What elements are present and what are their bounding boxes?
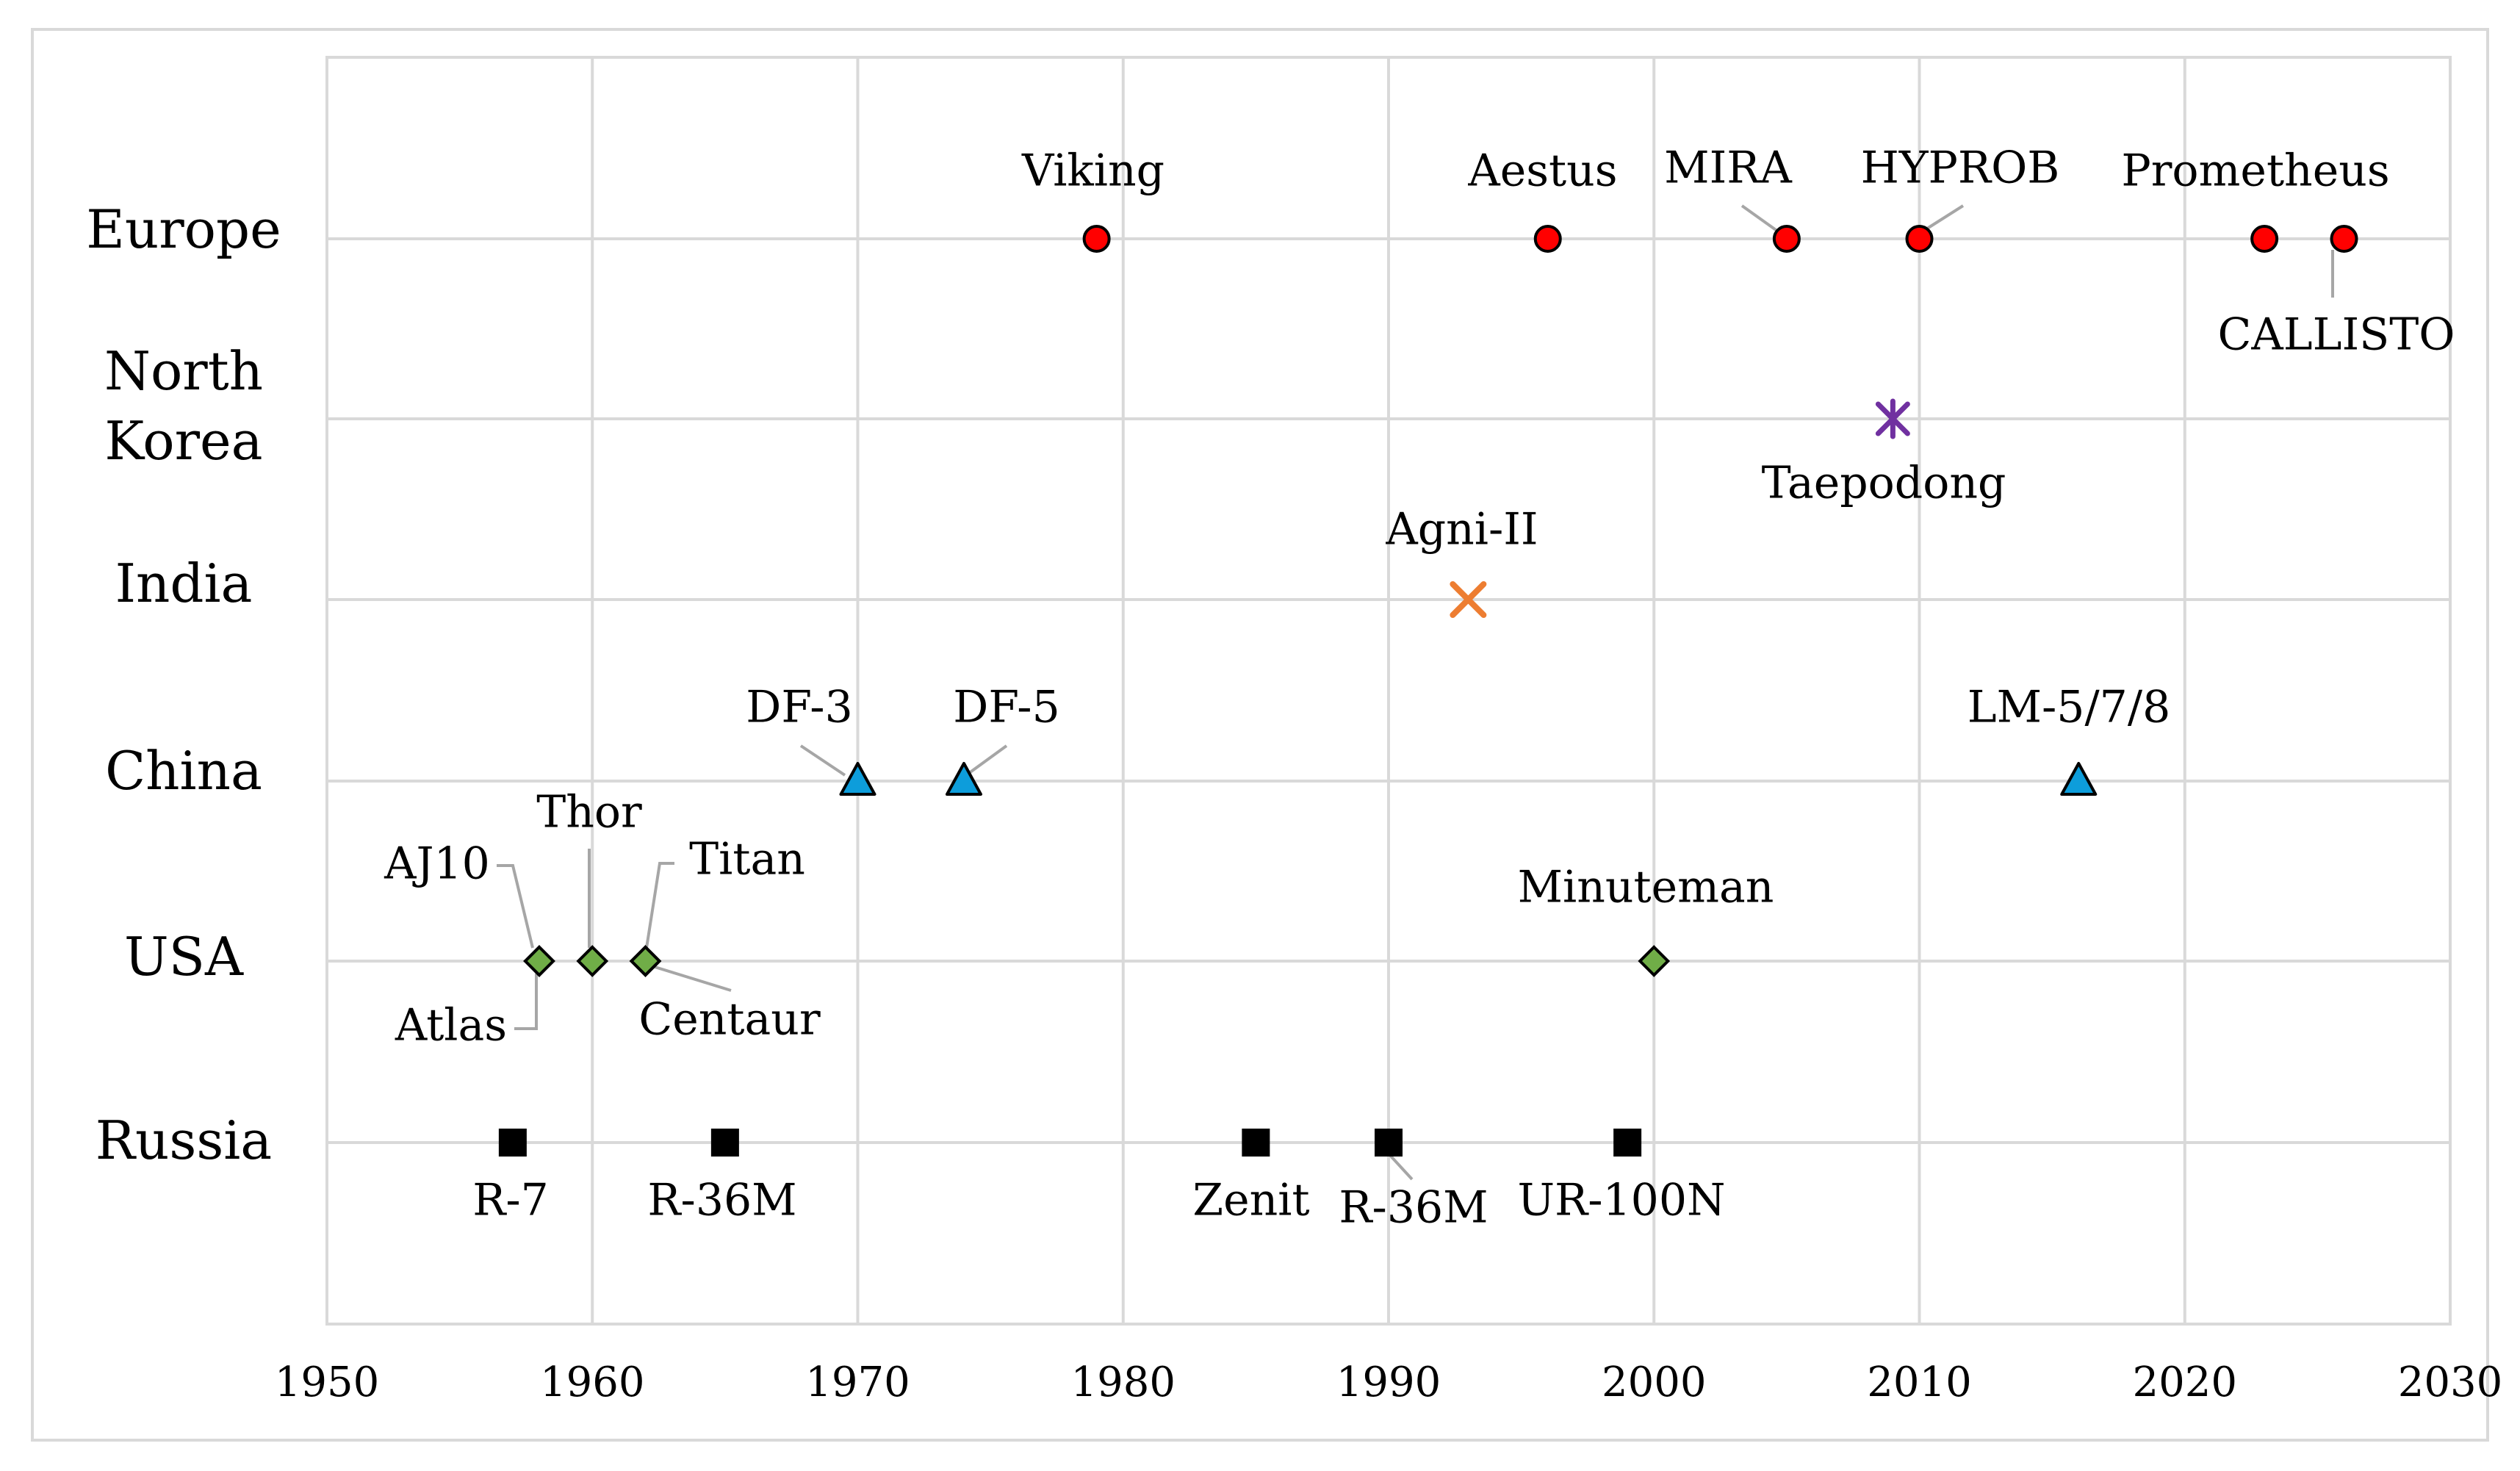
leader-usa-centaur-4 bbox=[652, 965, 732, 992]
marker-china-df-5-1 bbox=[946, 762, 982, 796]
data-labels: R-7 R-36M Zenit R-36M UR-100N AJ10 Atlas Thor Ti… bbox=[384, 143, 2455, 1234]
data-markers bbox=[498, 225, 2358, 1157]
label-russia-r-36m-1: R-36M bbox=[647, 1175, 796, 1226]
leader-china-df-3-0 bbox=[799, 744, 846, 777]
marker-russia-ur-100n-4 bbox=[1613, 1129, 1642, 1157]
leader-usa-titan-3 bbox=[645, 862, 674, 949]
label-europe-aestus-1: Aestus bbox=[1467, 145, 1617, 197]
x-tick-labels: 1950 1960 1970 1980 1990 2000 2010 2020 2030 bbox=[275, 1359, 2503, 1406]
x-tick-2010: 2010 bbox=[1867, 1359, 1972, 1406]
label-china-lm-5-7-8-2: LM-5/7/8 bbox=[1968, 682, 2171, 733]
label-china-df-5-1: DF-5 bbox=[953, 682, 1060, 733]
label-usa-aj10-0: AJ10 bbox=[384, 838, 490, 890]
category-label-north-korea: North Korea bbox=[104, 340, 263, 472]
marker-europe-mira-2 bbox=[1772, 225, 1801, 253]
plot-area-border bbox=[325, 56, 2452, 1326]
x-tick-1960: 1960 bbox=[540, 1359, 645, 1406]
label-europe-callisto-5: CALLISTO bbox=[2218, 309, 2455, 361]
leader-usa-atlas-1 bbox=[514, 974, 538, 1030]
marker-india-agni-ii-0 bbox=[1450, 581, 1487, 618]
x-tick-1980: 1980 bbox=[1070, 1359, 1176, 1406]
marker-usa-centaur-4 bbox=[629, 945, 662, 977]
grid-layer bbox=[325, 57, 2452, 1324]
label-usa-centaur-4: Centaur bbox=[638, 994, 821, 1046]
marker-europe-viking-0 bbox=[1082, 225, 1111, 253]
marker-china-df-3-0 bbox=[839, 762, 876, 796]
category-label-usa: USA bbox=[124, 926, 244, 988]
category-label-china: China bbox=[105, 740, 262, 802]
leader-russia-r-36m-3 bbox=[1386, 1151, 1414, 1181]
marker-russia-r-7-0 bbox=[498, 1129, 527, 1157]
outer-frame bbox=[31, 28, 2489, 1442]
marker-usa-thor-2 bbox=[576, 945, 609, 977]
label-usa-minuteman-5: Minuteman bbox=[1518, 862, 1774, 913]
label-europe-prometheus-4: Prometheus bbox=[2121, 145, 2389, 197]
x-tick-2030: 2030 bbox=[2398, 1359, 2503, 1406]
label-russia-zenit-2: Zenit bbox=[1192, 1175, 1309, 1226]
marker-europe-aestus-1 bbox=[1533, 225, 1562, 253]
x-tick-1970: 1970 bbox=[805, 1359, 910, 1406]
label-europe-hyprob-3: HYPROB bbox=[1861, 143, 2060, 194]
marker-russia-r-36m-3 bbox=[1375, 1129, 1403, 1157]
label-usa-atlas-1: Atlas bbox=[395, 1000, 507, 1051]
category-label-russia: Russia bbox=[96, 1109, 272, 1171]
label-north-korea-taepodong-0: Taepodong bbox=[1762, 458, 2006, 509]
leader-china-df-5-1 bbox=[965, 744, 1008, 777]
x-tick-2000: 2000 bbox=[1602, 1359, 1707, 1406]
marker-russia-r-36m-1 bbox=[710, 1129, 739, 1157]
marker-usa-atlas-1 bbox=[523, 945, 555, 977]
label-russia-r-36m-3: R-36M bbox=[1339, 1182, 1488, 1234]
marker-china-lm-5-7-8-2 bbox=[2060, 762, 2098, 796]
label-usa-titan-3: Titan bbox=[689, 834, 805, 885]
marker-europe-prometheus-4 bbox=[2250, 225, 2279, 253]
label-india-agni-ii-0: Agni-II bbox=[1385, 504, 1538, 555]
marker-europe-hyprob-3 bbox=[1905, 225, 1934, 253]
leader-europe-mira-2 bbox=[1740, 204, 1779, 233]
x-tick-1990: 1990 bbox=[1336, 1359, 1441, 1406]
leader-usa-aj10-0 bbox=[497, 864, 534, 949]
label-usa-thor-2: Thor bbox=[536, 787, 642, 838]
category-label-india: India bbox=[115, 553, 253, 614]
label-europe-mira-2: MIRA bbox=[1664, 143, 1792, 194]
marker-russia-zenit-2 bbox=[1242, 1129, 1270, 1157]
label-russia-r-7-0: R-7 bbox=[472, 1175, 549, 1226]
marker-europe-callisto-5 bbox=[2330, 225, 2358, 253]
leader-lines bbox=[497, 204, 2334, 1181]
label-russia-ur-100n-4: UR-100N bbox=[1517, 1175, 1725, 1226]
label-china-df-3-0: DF-3 bbox=[746, 682, 853, 733]
category-labels: Russia USA China India North Korea Europe bbox=[86, 198, 281, 1171]
x-tick-2020: 2020 bbox=[2132, 1359, 2237, 1406]
category-label-europe: Europe bbox=[86, 198, 281, 260]
x-tick-1950: 1950 bbox=[275, 1359, 380, 1406]
label-europe-viking-0: Viking bbox=[1021, 145, 1164, 197]
marker-north-korea-taepodong-0 bbox=[1875, 398, 1910, 439]
marker-usa-minuteman-5 bbox=[1638, 945, 1671, 977]
